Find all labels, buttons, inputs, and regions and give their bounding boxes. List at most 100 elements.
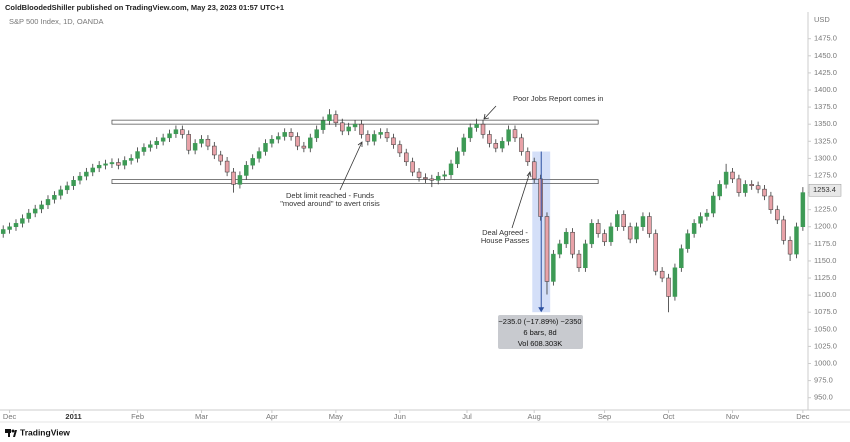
candle-body (551, 253, 556, 282)
candle-body (435, 175, 441, 181)
y-tick-label: 1450.0 (814, 51, 837, 60)
candle-body (519, 137, 524, 152)
candle-body (621, 214, 626, 228)
x-tick-label: Aug (528, 412, 541, 421)
candle-body (352, 123, 358, 128)
candle-body (397, 144, 403, 154)
candle-body (659, 270, 665, 279)
candle-body (128, 158, 134, 161)
annotation: Poor Jobs Report comes in (513, 94, 603, 103)
y-tick-label: 1150.0 (814, 256, 836, 265)
candle-body (333, 114, 339, 124)
candle-body (781, 219, 786, 241)
y-tick-label: 1350.0 (814, 119, 837, 128)
candle-body (762, 188, 767, 197)
x-tick-label: Feb (131, 412, 144, 421)
candle-body (653, 233, 658, 272)
candle-body (7, 226, 12, 230)
channel-line (111, 179, 599, 184)
measure-tooltip (498, 315, 583, 349)
candle-body (391, 137, 396, 145)
candle-body (749, 184, 754, 186)
last-price-box (808, 183, 842, 197)
y-tick-label: 950.0 (814, 393, 833, 402)
candle-body (570, 231, 575, 255)
candle-body (563, 231, 569, 245)
candle-body (340, 122, 345, 132)
candle-body (679, 248, 684, 269)
y-tick-label: 1000.0 (814, 358, 837, 367)
candle-body (320, 120, 326, 130)
candle-body (116, 162, 121, 166)
chart-title: S&P 500 Index, 1D, OANDA (9, 17, 104, 26)
candle-body (474, 123, 479, 128)
candle-body (148, 144, 153, 148)
candle-body (755, 185, 761, 190)
candle-body (384, 132, 390, 139)
candle-body (487, 134, 492, 144)
candle-body (205, 138, 211, 147)
candle-body (730, 171, 735, 180)
x-tick-label: May (329, 412, 343, 421)
candle-body (90, 167, 95, 173)
candle-body (378, 132, 383, 135)
candle-body (698, 216, 703, 224)
candle-body (218, 154, 223, 162)
candle-body (212, 145, 217, 156)
candle-body (576, 253, 582, 269)
candle-body (691, 223, 697, 234)
header: ColdBloodedShiller published on TradingV… (5, 3, 284, 12)
candle-body (455, 151, 460, 165)
candle-body (404, 152, 409, 163)
candle-body (231, 171, 236, 185)
y-tick-label: 1275.0 (814, 170, 837, 179)
candle-body (467, 127, 473, 139)
candle-body (141, 147, 147, 152)
candle-body (173, 129, 179, 135)
x-tick-label: Mar (195, 412, 208, 421)
candle-body (192, 143, 198, 151)
candle-body (282, 132, 287, 137)
candle-body (608, 226, 614, 243)
candle-body (634, 226, 639, 240)
candle-body (372, 134, 377, 142)
candle-body (672, 267, 678, 297)
candle-body (167, 133, 172, 139)
measure-text: Vol 608.303K (518, 339, 563, 348)
candle-body (327, 114, 332, 122)
candle-body (615, 214, 620, 228)
candle-body (77, 175, 83, 181)
plot-area: 950.0 975.0 1000.0 1025.0 1050.0 1075.0 1100.0… (0, 34, 837, 421)
candle-body (84, 171, 89, 177)
candle-body (704, 212, 710, 217)
candle-body (717, 184, 722, 197)
y-tick-label: 975.0 (814, 376, 833, 385)
y-tick-label: 1175.0 (814, 239, 836, 248)
candle-body (186, 134, 191, 151)
x-tick-label: Jun (394, 412, 406, 421)
y-tick-label: 1100.0 (814, 290, 836, 299)
annotation: Debt limit reached - Funds (286, 191, 374, 200)
candle-body (723, 171, 729, 185)
candle-body (461, 137, 467, 152)
last-price-label: 1253.4 (813, 185, 836, 194)
y-tick-label: 1125.0 (814, 273, 836, 282)
candle-body (103, 163, 108, 166)
candle-body (359, 123, 364, 135)
candle-body (768, 195, 774, 210)
candle-body (589, 223, 594, 245)
x-tick-label: Dec (796, 412, 810, 421)
candle-body (308, 137, 313, 149)
candle-body (244, 164, 249, 176)
candle-body (583, 243, 588, 269)
footer: TradingView (20, 427, 70, 437)
y-tick-label: 1050.0 (814, 324, 837, 333)
candle-body (410, 161, 415, 173)
candle-body (301, 145, 307, 149)
y-tick-label: 1225.0 (814, 205, 837, 214)
candle-body (20, 218, 25, 224)
candle-body (237, 175, 243, 185)
candle-body (32, 208, 38, 214)
